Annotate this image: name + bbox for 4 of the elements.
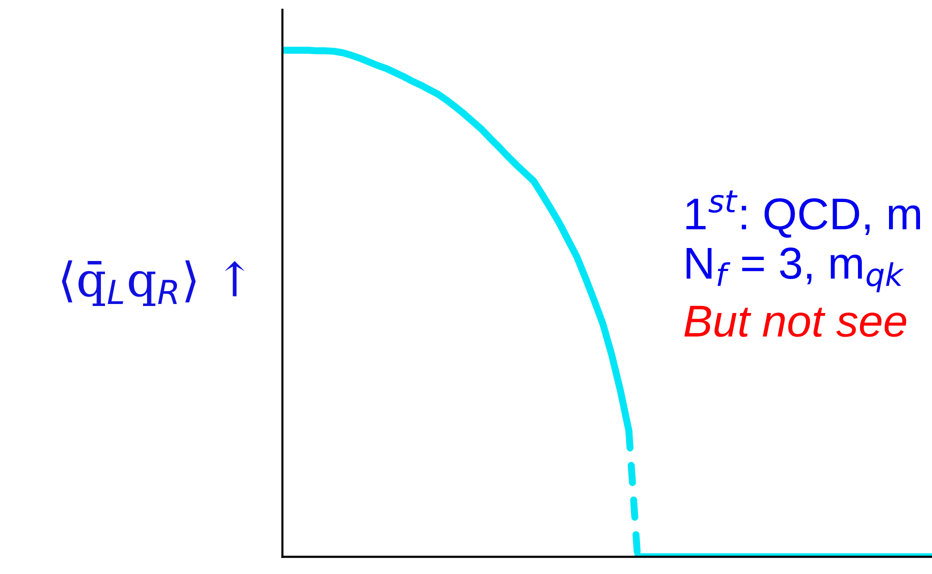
annotation: N$_{f}$ = 3, m$_{qk}$ (686, 248, 904, 292)
annotation: 1$^{st}$: QCD, m (686, 190, 920, 238)
annotation: But not see (684, 306, 906, 337)
y-axis-title: ⟨q̄$_{L}$q$_{R}$⟩ ↑ (62, 260, 244, 306)
